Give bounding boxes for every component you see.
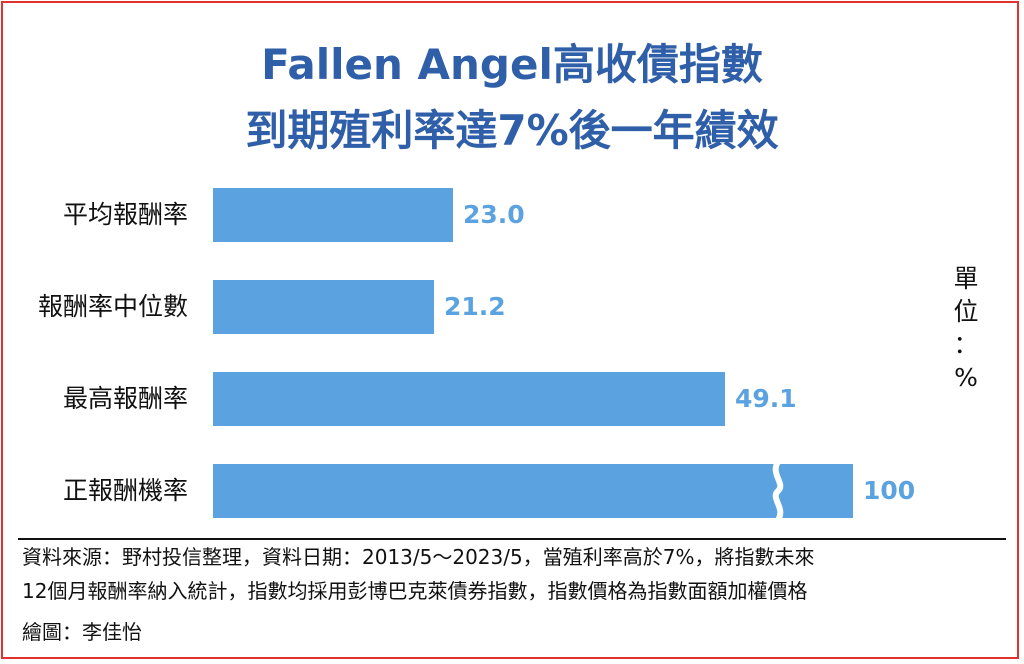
bar bbox=[213, 188, 453, 242]
bar bbox=[213, 462, 853, 520]
source-note-line-2: 12個月報酬率納入統計，指數均採用彭博巴克萊債券指數，指數價格為指數面額加權價格 bbox=[22, 579, 808, 603]
value-label: 23.0 bbox=[463, 200, 525, 229]
axis-break-mark bbox=[772, 462, 784, 520]
footer-divider bbox=[18, 538, 1006, 540]
category-label: 平均報酬率 bbox=[62, 200, 188, 229]
bar bbox=[213, 280, 434, 334]
bar bbox=[213, 372, 725, 426]
illustrator-credit: 繪圖：李佳怡 bbox=[22, 620, 142, 644]
category-label: 正報酬機率 bbox=[62, 476, 188, 505]
value-label: 49.1 bbox=[735, 384, 797, 413]
unit-label: 單 位 ： % bbox=[953, 264, 979, 392]
category-label: 最高報酬率 bbox=[62, 384, 188, 413]
category-label: 報酬率中位數 bbox=[37, 292, 188, 321]
chart-subtitle: 到期殖利率達7%後一年績效 bbox=[245, 106, 779, 155]
value-label: 100 bbox=[863, 476, 916, 505]
value-label: 21.2 bbox=[444, 292, 506, 321]
source-note-line-1: 資料來源：野村投信整理，資料日期：2013/5～2023/5，當殖利率高於7%，… bbox=[22, 545, 815, 569]
chart-title: Fallen Angel高收債指數 bbox=[261, 40, 763, 89]
